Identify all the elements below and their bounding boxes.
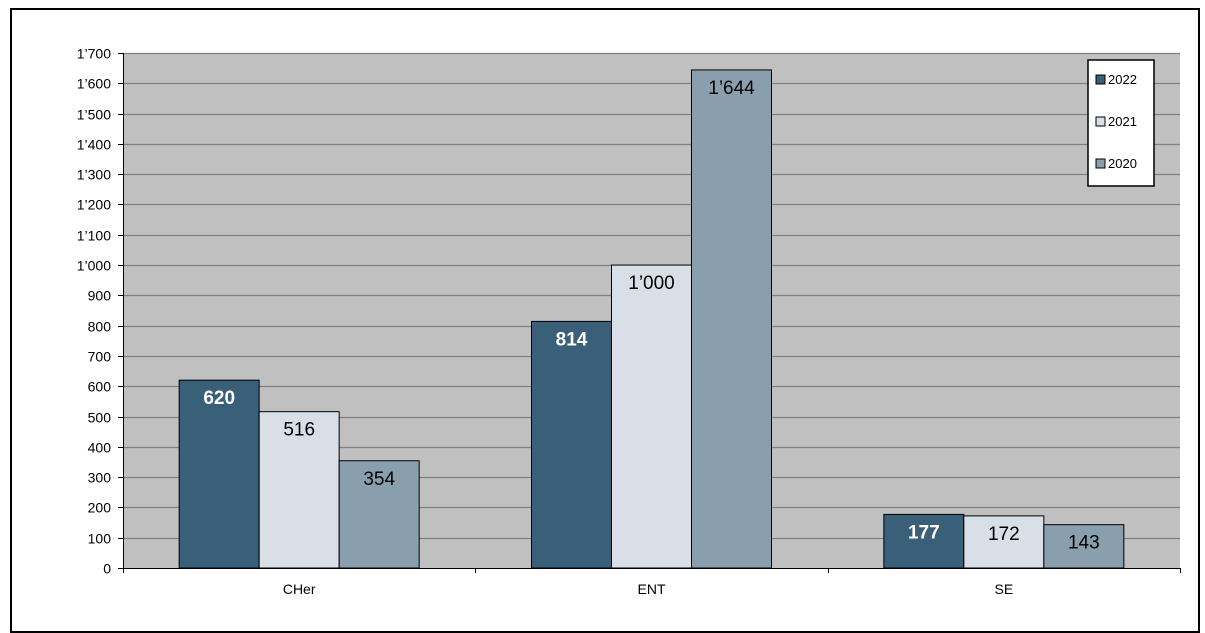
legend-label: 2022 (1108, 72, 1137, 87)
y-tick-label: 1’100 (77, 228, 111, 244)
legend-swatch (1095, 74, 1106, 85)
y-tick-label: 1’000 (77, 258, 111, 274)
data-label: 172 (988, 524, 1020, 545)
legend-label: 2021 (1108, 114, 1137, 129)
value-labels: 620 814 177 516 1’000 172 354 1’644 143 (203, 78, 1099, 554)
y-tick-label: 1’200 (77, 197, 111, 213)
y-tick-label: 400 (88, 440, 112, 456)
data-label: 1’644 (708, 78, 755, 99)
y-tick-label: 500 (88, 410, 112, 426)
data-label: 516 (283, 420, 315, 441)
bar-2021-ENT (611, 264, 692, 569)
x-tick-label: CHer (283, 581, 316, 597)
y-tick-label: 1’400 (77, 137, 111, 153)
y-tick-label: 1’700 (77, 46, 111, 62)
bar-2020-ENT (691, 69, 772, 569)
y-tick-label: 1’300 (77, 167, 111, 183)
y-tick-label: 700 (88, 349, 112, 365)
legend-label: 2020 (1108, 156, 1137, 171)
y-tick-label: 800 (88, 319, 112, 335)
bar-2022-CHer (178, 379, 260, 569)
data-label: 143 (1068, 533, 1100, 554)
y-tick-label: 1’600 (77, 76, 111, 92)
legend: 2022 2021 2020 (1087, 59, 1155, 187)
y-tick-label: 100 (88, 531, 112, 547)
bar-2020-SE (1043, 524, 1125, 569)
legend-swatch (1095, 116, 1106, 127)
bars (178, 69, 1125, 569)
bar-2021-CHer (258, 411, 340, 569)
data-label: 620 (203, 388, 235, 409)
bar-2022-ENT (531, 320, 612, 569)
y-tick-label: 1’500 (77, 107, 111, 123)
y-tick-label: 300 (88, 470, 112, 486)
data-label: 354 (363, 469, 395, 490)
x-tick-label: ENT (638, 581, 666, 597)
y-tick-label: 600 (88, 379, 112, 395)
axes: 0 100 200 300 400 500 600 700 800 900 1’000 1’100 1’… (77, 46, 1181, 597)
data-label: 177 (908, 522, 940, 543)
legend-swatch (1095, 158, 1106, 169)
y-tick-label: 900 (88, 288, 112, 304)
y-tick-label: 0 (103, 561, 111, 577)
bar-2020-CHer (338, 460, 420, 569)
x-tick-label: SE (994, 581, 1013, 597)
y-tick-label: 200 (88, 500, 112, 516)
data-label: 1’000 (628, 273, 675, 294)
data-label: 814 (556, 329, 588, 350)
